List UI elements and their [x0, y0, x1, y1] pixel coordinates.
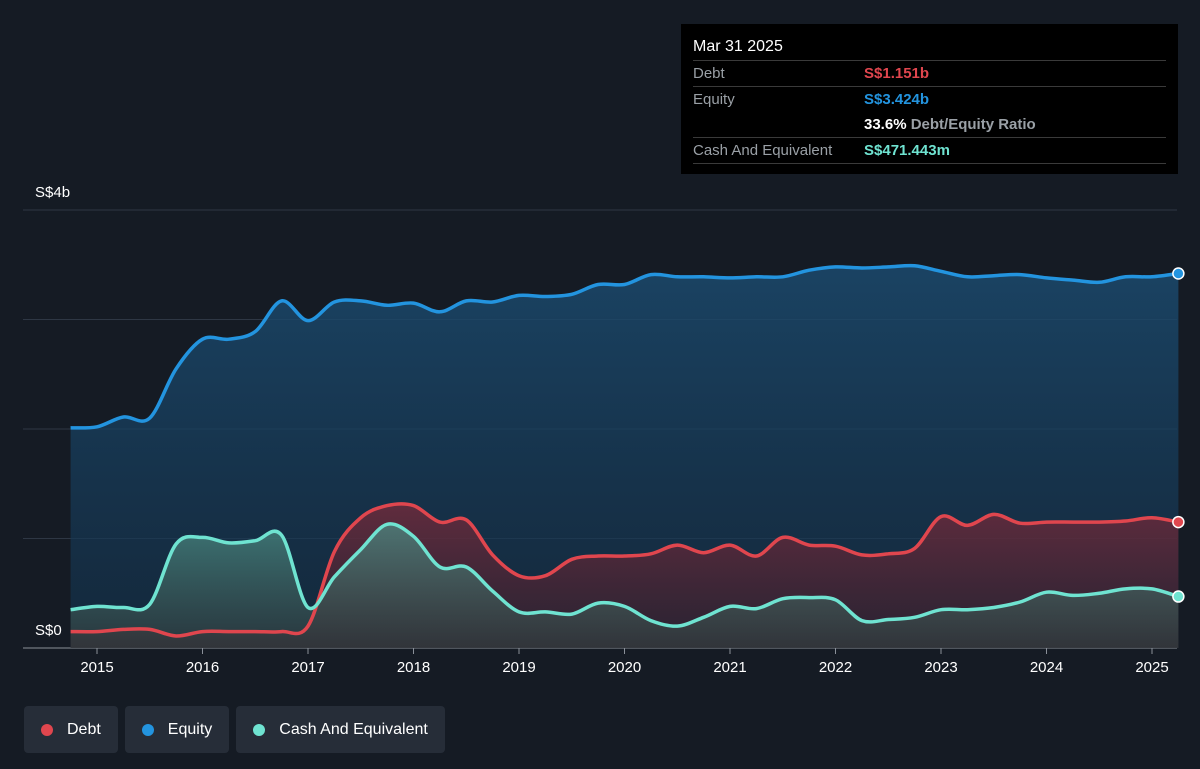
cash-line: [70, 522, 1179, 628]
tooltip-cash-row: Cash And Equivalent S$471.443m: [693, 138, 1166, 164]
tooltip-ratio: 33.6% Debt/Equity Ratio: [864, 112, 1036, 137]
legend: Debt Equity Cash And Equivalent: [24, 706, 445, 753]
tooltip-equity-label: Equity: [693, 91, 735, 108]
equity-endpoint[interactable]: [1172, 267, 1185, 280]
tooltip-equity-value: S$3.424b: [864, 91, 930, 108]
tooltip-ratio-label: Debt/Equity Ratio: [910, 116, 1036, 133]
tooltip-equity-row: Equity S$3.424b: [693, 87, 1166, 112]
x-tick-label: 2021: [713, 659, 746, 676]
legend-item-equity[interactable]: Equity: [124, 706, 230, 753]
debt-dot-icon: [41, 723, 53, 736]
x-tick-label: 2015: [80, 659, 113, 676]
cash-area: [70, 523, 1179, 648]
legend-item-cash[interactable]: Cash And Equivalent: [236, 706, 445, 753]
tooltip-panel: Mar 31 2025 Debt S$1.151b Equity S$3.424…: [681, 24, 1178, 174]
y-axis-top-label: S$4b: [35, 184, 71, 201]
debt-endpoint[interactable]: [1172, 515, 1185, 529]
tooltip-cash-label: Cash And Equivalent: [693, 142, 833, 159]
series-endpoints: [1172, 267, 1185, 603]
debt-line: [70, 502, 1179, 638]
tooltip-ratio-value: 33.6%: [864, 116, 907, 133]
x-tick-label: 2025: [1135, 659, 1168, 676]
x-tick-label: 2018: [397, 659, 430, 676]
legend-item-debt[interactable]: Debt: [24, 706, 118, 753]
x-tick-label: 2024: [1030, 659, 1063, 676]
legend-debt-label: Debt: [67, 720, 101, 738]
x-tick-label: 2020: [608, 659, 641, 676]
tooltip-ratio-row: 33.6% Debt/Equity Ratio: [693, 112, 1166, 138]
cash-endpoint[interactable]: [1172, 590, 1185, 603]
x-axis-ticks: 2015 2016 2017 2018 2019 2020 2021 2022 2023 2024…: [80, 648, 1169, 676]
tooltip-cash-value: S$471.443m: [864, 142, 950, 159]
x-tick-label: 2019: [502, 659, 535, 676]
legend-equity-label: Equity: [167, 720, 213, 738]
x-tick-label: 2017: [291, 659, 324, 676]
series-areas: [70, 265, 1179, 648]
tooltip-debt-value: S$1.151b: [864, 65, 930, 82]
series-lines: [70, 263, 1179, 638]
y-axis-bottom-label: S$0: [35, 622, 62, 639]
x-tick-label: 2023: [924, 659, 957, 676]
cash-dot-icon: [253, 723, 266, 736]
equity-dot-icon: [141, 723, 154, 736]
x-tick-label: 2022: [819, 659, 852, 676]
tooltip-debt-row: Debt S$1.151b: [693, 60, 1166, 87]
tooltip-date: Mar 31 2025: [693, 38, 783, 55]
equity-line: [70, 263, 1179, 430]
x-tick-label: 2016: [186, 659, 219, 676]
tooltip-debt-label: Debt: [693, 65, 725, 82]
legend-cash-label: Cash And Equivalent: [279, 720, 428, 738]
